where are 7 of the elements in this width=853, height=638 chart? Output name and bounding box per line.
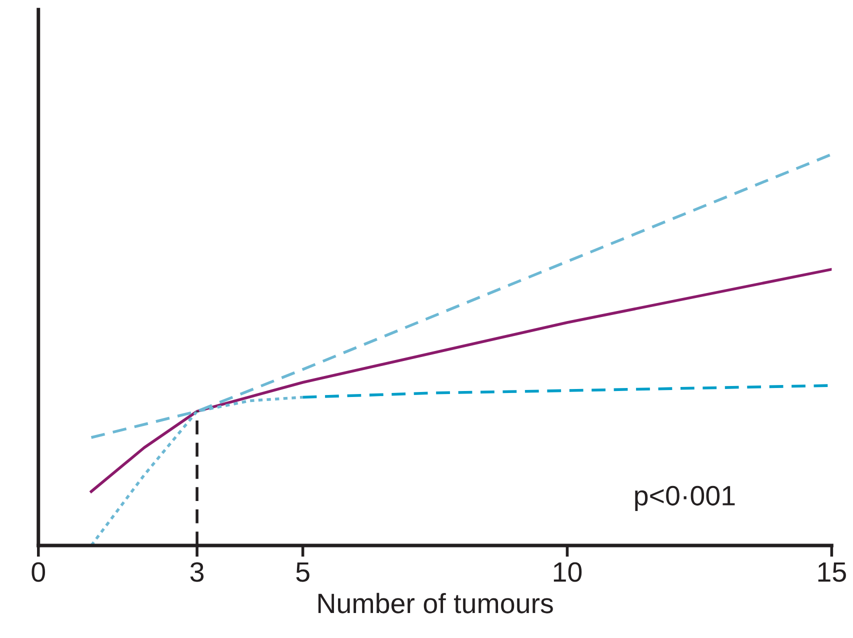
x-tick-label: 15	[818, 562, 846, 582]
x-tick-label: 3	[190, 562, 204, 582]
x-axis-title: Number of tumours	[318, 592, 553, 614]
annotation: p<0·001	[635, 486, 735, 512]
x-tick-label: 10	[554, 562, 582, 582]
x-tick-label: 5	[296, 562, 310, 582]
x-tick-label: 0	[32, 562, 46, 582]
